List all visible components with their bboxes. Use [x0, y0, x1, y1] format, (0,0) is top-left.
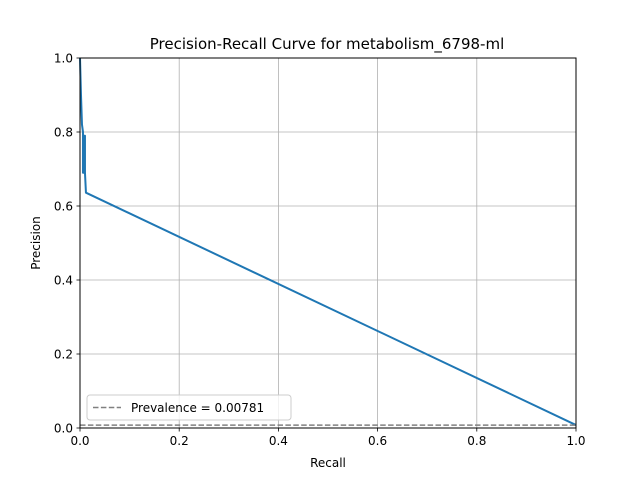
y-tick-label: 1.0: [54, 52, 73, 66]
precision-recall-curve-line: [79, 57, 577, 426]
x-axis-label: Recall: [310, 456, 346, 470]
y-tick-label: 0.2: [54, 348, 73, 362]
legend-label-prevalence: Prevalence = 0.00781: [131, 401, 264, 415]
x-tick-label: 0.4: [269, 434, 288, 448]
x-tick-label: 0.6: [368, 434, 387, 448]
y-tick-label: 0.6: [54, 200, 73, 214]
chart-title: Precision-Recall Curve for metabolism_67…: [150, 35, 505, 54]
x-tick-label: 0.2: [170, 434, 189, 448]
plot-series: [79, 57, 577, 426]
y-tick-label: 0.4: [54, 274, 73, 288]
x-tick-label: 0.0: [70, 434, 89, 448]
legend: Prevalence = 0.00781: [86, 394, 292, 421]
y-tick-label: 0.8: [54, 126, 73, 140]
y-axis-label: Precision: [29, 216, 43, 270]
x-tick-label: 1.0: [566, 434, 585, 448]
x-axis-ticks: 0.0 0.2 0.4 0.6 0.8 1.0: [70, 428, 586, 448]
axes-frame: [79, 57, 577, 429]
x-tick-label: 0.8: [467, 434, 486, 448]
legend-box: [86, 394, 292, 421]
y-tick-label: 0.0: [54, 422, 73, 436]
y-axis-ticks: 0.0 0.2 0.4 0.6 0.8 1.0: [54, 52, 80, 436]
grid-lines: [79, 57, 577, 429]
